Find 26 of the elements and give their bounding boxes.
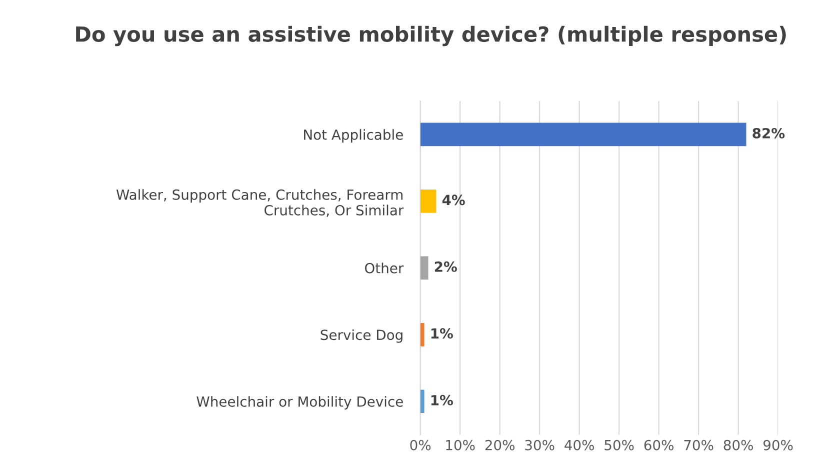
data-label: 1% bbox=[431, 328, 453, 339]
bar bbox=[420, 256, 428, 280]
y-tick-label: Walker, Support Cane, Crutches, Forearm Crutches, Or Similar bbox=[116, 189, 404, 217]
bar bbox=[420, 122, 746, 146]
bar bbox=[420, 322, 424, 346]
x-tick-label: 80% bbox=[724, 440, 753, 450]
data-label: 1% bbox=[431, 394, 453, 406]
x-tick-label: 60% bbox=[644, 440, 674, 450]
x-tick-label: 70% bbox=[684, 440, 714, 450]
y-tick-label: Other bbox=[365, 262, 404, 274]
y-tick-label: Service Dog bbox=[320, 329, 402, 343]
y-tick-label: Not Applicable bbox=[304, 129, 403, 143]
x-tick-label: 20% bbox=[485, 440, 514, 450]
x-tick-label: 50% bbox=[604, 440, 634, 450]
chart-title: Do you use an assistive mobility device? (multiple response) bbox=[76, 26, 786, 46]
x-tick-label: 10% bbox=[446, 440, 475, 450]
x-tick-label: 0% bbox=[410, 440, 431, 450]
x-tick-label: 90% bbox=[763, 440, 793, 450]
data-label: 2% bbox=[434, 261, 457, 272]
x-tick-label: 40% bbox=[564, 440, 594, 450]
data-label: 82% bbox=[752, 128, 785, 138]
bar bbox=[420, 390, 424, 414]
bar bbox=[420, 189, 436, 213]
y-tick-label: Wheelchair or Mobility Device bbox=[196, 396, 403, 410]
x-tick-label: 30% bbox=[525, 440, 554, 450]
data-label: 4% bbox=[442, 194, 465, 206]
